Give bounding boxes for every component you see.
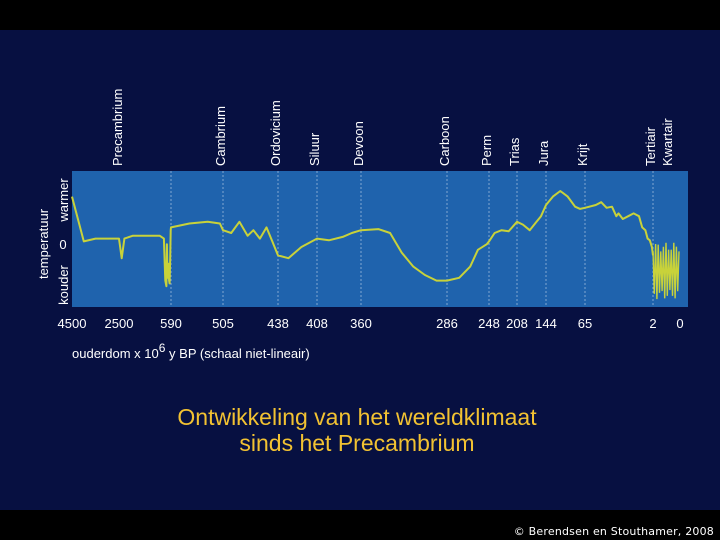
period-label: Perm: [479, 135, 494, 166]
x-tick-label: 360: [350, 316, 372, 331]
y-label-kouder: kouder: [56, 264, 71, 304]
x-tick-label: 2500: [105, 316, 134, 331]
x-axis-label-rest: y BP (schaal niet-lineair): [165, 346, 309, 361]
x-tick-labels: 4500 2500 590 505 438 408 360 286 248 208 144 65 2 0: [58, 316, 684, 331]
x-tick-label: 438: [267, 316, 289, 331]
x-tick-label: 590: [160, 316, 182, 331]
x-tick-label: 65: [578, 316, 592, 331]
period-label: Precambrium: [110, 89, 125, 166]
x-tick-label: 505: [212, 316, 234, 331]
x-axis-label-sup: 6: [159, 341, 166, 355]
period-label: Jura: [536, 140, 551, 166]
copyright-credit: © Berendsen en Stouthamer, 2008: [513, 525, 714, 538]
x-axis-label-main: ouderdom x 10: [72, 346, 159, 361]
temperature-series: [71, 190, 680, 300]
x-axis-label: ouderdom x 106 y BP (schaal niet-lineair…: [72, 341, 310, 361]
period-label: Tertiair: [643, 126, 658, 166]
period-label: Trias: [507, 137, 522, 166]
period-label: Cambrium: [213, 106, 228, 166]
period-labels: Precambrium Cambrium Ordovicium Siluur Devoo…: [110, 89, 675, 166]
x-tick-label: 208: [506, 316, 528, 331]
x-tick-label: 144: [535, 316, 557, 331]
period-label: Krijt: [575, 143, 590, 166]
x-tick-label: 0: [676, 316, 683, 331]
y-label-zero: 0: [59, 237, 66, 252]
x-tick-label: 2: [649, 316, 656, 331]
x-tick-label: 4500: [58, 316, 87, 331]
x-tick-label: 248: [478, 316, 500, 331]
period-label: Ordovicium: [268, 100, 283, 166]
chart-title-line-2: sinds het Precambrium: [239, 430, 474, 456]
temperature-curve: [71, 190, 654, 288]
period-label: Carboon: [437, 116, 452, 166]
y-axis-label: temperatuur: [36, 208, 51, 279]
quaternary-oscillation: [652, 242, 680, 300]
period-label: Kwartair: [660, 118, 675, 166]
chart-title-line-1: Ontwikkeling van het wereldklimaat: [177, 404, 537, 430]
x-tick-label: 286: [436, 316, 458, 331]
y-label-warmer: warmer: [56, 178, 71, 223]
x-tick-label: 408: [306, 316, 328, 331]
period-label: Siluur: [307, 132, 322, 166]
period-label: Devoon: [351, 121, 366, 166]
